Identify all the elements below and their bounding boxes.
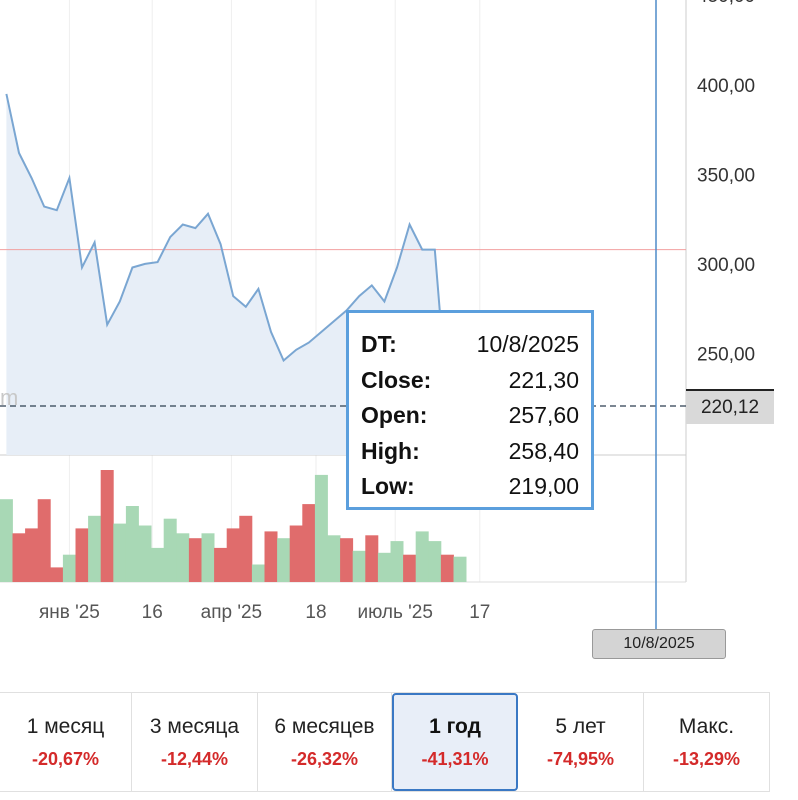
tooltip-label: DT:	[361, 331, 397, 358]
volume-bar	[302, 504, 316, 582]
volume-bar	[25, 528, 39, 582]
volume-bar	[176, 533, 190, 582]
tooltip-row-high: High: 258,40	[361, 434, 579, 470]
volume-bar	[239, 515, 253, 582]
volume-bar	[440, 554, 454, 582]
tooltip-value: 219,00	[508, 473, 579, 500]
volume-bar	[453, 556, 467, 582]
period-label: 1 месяц	[26, 714, 105, 738]
volume-bar	[37, 499, 51, 582]
volume-bar	[415, 531, 429, 582]
volume-bar	[403, 554, 417, 582]
price-area	[6, 93, 448, 456]
volume-bar	[314, 474, 328, 582]
y-tick-label: 400,00	[697, 76, 755, 97]
x-tick-label: 17	[469, 602, 490, 623]
tooltip-value: 257,60	[508, 402, 579, 429]
volume-bar	[340, 538, 354, 582]
volume-bar	[88, 515, 102, 582]
y-tick-label: 250,00	[697, 344, 755, 365]
period-change: -41,31%	[421, 748, 489, 769]
tooltip-value: 258,40	[508, 437, 579, 464]
period-label: 3 месяца	[149, 714, 240, 738]
y-tick-label-cropped: 450,00	[697, 0, 755, 7]
tooltip-value: 10/8/2025	[476, 331, 579, 358]
x-tick-label: 16	[142, 602, 163, 623]
tooltip-label: Close:	[361, 366, 432, 393]
period-5-years-button[interactable]: 5 лет -74,95%	[518, 693, 644, 791]
x-tick-label: июль '25	[357, 602, 432, 623]
period-label: 5 лет	[555, 714, 606, 738]
y-axis: 400,00 350,00 300,00 250,00 450,00	[697, 0, 755, 365]
volume-bars	[0, 470, 467, 582]
tooltip-row-close: Close: 221,30	[361, 363, 579, 399]
volume-bar	[188, 538, 202, 582]
volume-bar	[214, 547, 228, 582]
volume-bar	[62, 554, 76, 582]
volume-bar	[100, 470, 114, 582]
volume-bar	[327, 535, 341, 582]
watermark-fragment: m	[0, 385, 18, 410]
ohlc-tooltip: DT: 10/8/2025 Close: 221,30 Open: 257,60…	[346, 310, 594, 510]
price-line	[5, 93, 449, 405]
x-axis: янв '25 16 апр '25 18 июль '25 17	[39, 602, 490, 623]
x-tick-label: 18	[305, 602, 326, 623]
period-label: 6 месяцев	[274, 714, 375, 738]
last-price-badge: 220,12	[686, 389, 774, 424]
volume-bar	[226, 528, 240, 582]
x-tick-label: янв '25	[39, 602, 100, 623]
period-max-button[interactable]: Макс. -13,29%	[644, 693, 770, 791]
y-tick-label: 350,00	[697, 165, 755, 186]
period-3-months-button[interactable]: 3 месяца -12,44%	[132, 693, 258, 791]
volume-bar	[113, 523, 127, 582]
x-tick-label: апр '25	[201, 602, 262, 623]
tooltip-row-low: Low: 219,00	[361, 469, 579, 505]
period-change: -12,44%	[160, 748, 229, 769]
tooltip-row-date: DT: 10/8/2025	[361, 327, 579, 363]
period-6-months-button[interactable]: 6 месяцев -26,32%	[258, 693, 392, 791]
period-change: -20,67%	[31, 748, 100, 769]
volume-bar	[75, 528, 89, 582]
tooltip-label: Open:	[361, 402, 428, 429]
period-1-year-button[interactable]: 1 год -41,31%	[392, 693, 518, 791]
volume-bar	[12, 533, 26, 582]
tooltip-label: High:	[361, 437, 420, 464]
period-label: Макс.	[678, 714, 735, 738]
volume-bar	[201, 533, 215, 582]
period-label: 1 год	[429, 714, 481, 738]
tooltip-label: Low:	[361, 473, 415, 500]
period-change: -74,95%	[546, 748, 615, 769]
tooltip-row-open: Open: 257,60	[361, 398, 579, 434]
volume-bar	[352, 550, 366, 582]
volume-bar	[251, 564, 265, 582]
volume-bar	[428, 541, 442, 582]
volume-bar	[50, 567, 64, 582]
volume-bar	[390, 541, 404, 582]
volume-bar	[365, 535, 379, 582]
volume-bar	[264, 531, 278, 582]
volume-bar	[138, 525, 152, 582]
tooltip-value: 221,30	[508, 366, 579, 393]
period-1-month-button[interactable]: 1 месяц -20,67%	[0, 693, 132, 791]
period-change: -26,32%	[290, 748, 359, 769]
volume-bar	[125, 506, 139, 582]
volume-bar	[0, 499, 13, 582]
volume-bar	[163, 518, 177, 582]
volume-bar	[151, 547, 165, 582]
price-chart: 400,00 350,00 300,00 250,00 450,00 янв '25 16…	[0, 0, 755, 629]
volume-bar	[277, 538, 291, 582]
period-change: -13,29%	[672, 748, 741, 769]
y-tick-label: 300,00	[697, 255, 755, 276]
period-selector: 1 месяц -20,67% 3 месяца -12,44% 6 месяц…	[0, 692, 770, 792]
crosshair-date-badge: 10/8/2025	[592, 629, 726, 659]
volume-bar	[289, 525, 303, 582]
volume-bar	[377, 552, 391, 582]
